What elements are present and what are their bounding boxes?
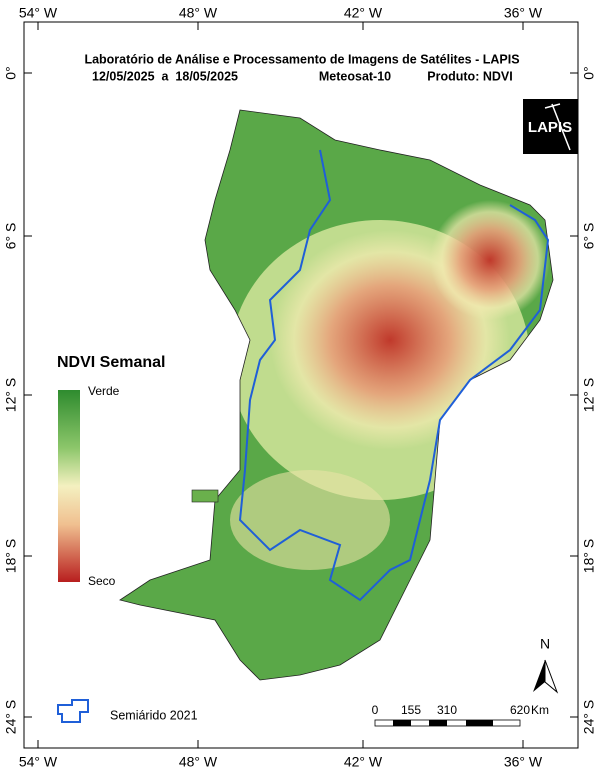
lat-label: 18° S <box>581 539 597 573</box>
satellite: Meteosat-10 <box>319 69 391 83</box>
semiarid-legend-icon <box>57 699 89 723</box>
period: 12/05/2025 a 18/05/2025 <box>92 69 238 83</box>
north-arrow <box>533 660 545 692</box>
semiarid-boundary <box>238 149 550 602</box>
legend-high: Verde <box>88 384 120 398</box>
north-label: N <box>540 636 550 652</box>
lat-label: 6° S <box>3 223 19 250</box>
legend-low: Seco <box>88 574 116 588</box>
scale-label: 0 <box>372 703 379 717</box>
lon-label: 54° W <box>19 754 58 770</box>
lat-label: 0° <box>581 66 597 79</box>
logo-box <box>523 99 578 154</box>
lat-label: 24° S <box>581 700 597 734</box>
lat-label: 12° S <box>3 378 19 412</box>
scale-label: 310 <box>437 703 457 717</box>
lat-label: 24° S <box>3 700 19 734</box>
lat-label: 18° S <box>3 539 19 573</box>
legend-title: NDVI Semanal <box>57 354 165 371</box>
lon-label: 36° W <box>504 5 543 21</box>
lat-label: 0° <box>3 66 19 79</box>
lat-label: 6° S <box>581 223 597 250</box>
lon-label: 42° W <box>344 5 383 21</box>
lon-label: 48° W <box>179 5 218 21</box>
scale-unit: Km <box>531 703 549 717</box>
scale-bar <box>374 719 521 727</box>
title: Laboratório de Análise e Processamento d… <box>84 52 519 66</box>
lon-label: 48° W <box>179 754 218 770</box>
frame-ticks <box>24 22 578 748</box>
north-arrow-half <box>544 659 559 694</box>
legend-colorbar <box>58 390 80 582</box>
scale-label: 155 <box>401 703 421 717</box>
product: Produto: NDVI <box>427 69 512 83</box>
lon-label: 42° W <box>344 754 383 770</box>
scale-label: 620 <box>510 703 530 717</box>
lat-label: 12° S <box>581 378 597 412</box>
lon-label: 54° W <box>19 5 58 21</box>
lon-label: 36° W <box>504 754 543 770</box>
semiarid-legend-label: Semiárido 2021 <box>110 708 198 722</box>
logo: LAPIS <box>528 119 572 136</box>
